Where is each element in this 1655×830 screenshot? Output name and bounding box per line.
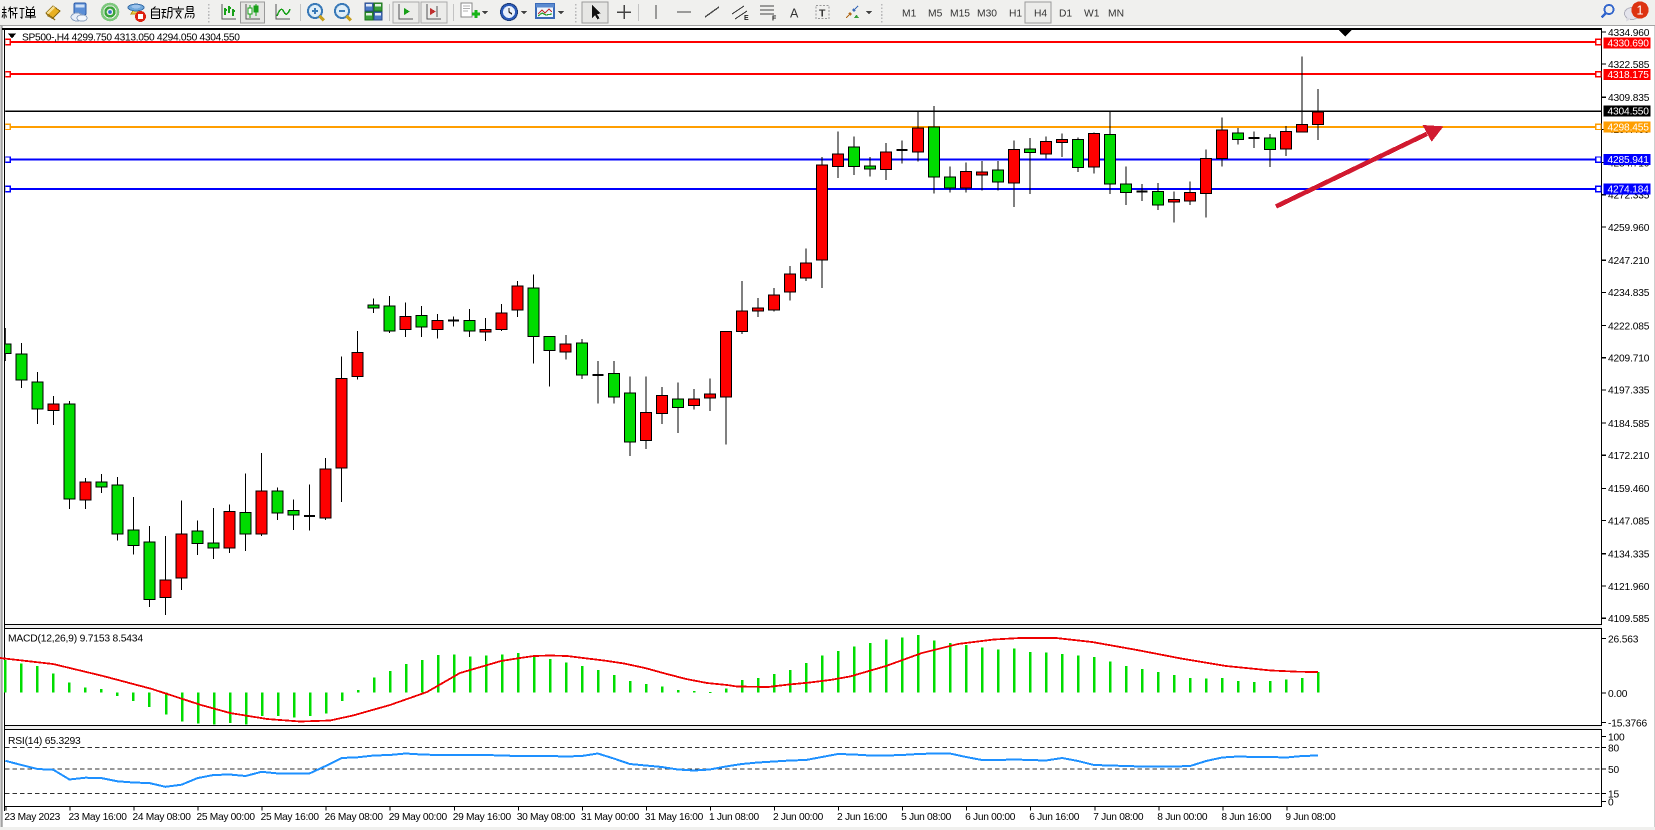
svg-text:-15.3766: -15.3766 <box>1608 718 1648 729</box>
svg-text:0: 0 <box>1608 797 1614 808</box>
svg-text:0.00: 0.00 <box>1608 689 1628 700</box>
svg-text:26.563: 26.563 <box>1608 634 1639 645</box>
svg-text:4197.335: 4197.335 <box>1608 386 1650 397</box>
svg-text:4272.335: 4272.335 <box>1608 191 1650 202</box>
svg-text:M30: M30 <box>977 9 997 20</box>
svg-text:2 Jun 16:00: 2 Jun 16:00 <box>837 812 888 823</box>
svg-text:4222.085: 4222.085 <box>1608 321 1650 332</box>
svg-text:25 May 16:00: 25 May 16:00 <box>261 812 320 823</box>
svg-text:100: 100 <box>1608 732 1625 743</box>
svg-text:4247.210: 4247.210 <box>1608 256 1650 267</box>
svg-text:24 May 08:00: 24 May 08:00 <box>133 812 192 823</box>
svg-text:4259.960: 4259.960 <box>1608 223 1650 234</box>
svg-text:31 May 16:00: 31 May 16:00 <box>645 812 704 823</box>
svg-text:F: F <box>772 16 777 23</box>
svg-text:4134.335: 4134.335 <box>1608 550 1650 561</box>
svg-text:M5: M5 <box>928 9 943 20</box>
svg-text:4234.835: 4234.835 <box>1608 288 1650 299</box>
svg-text:4184.585: 4184.585 <box>1608 419 1650 430</box>
svg-text:26 May 08:00: 26 May 08:00 <box>325 812 384 823</box>
svg-text:1: 1 <box>1637 3 1644 17</box>
svg-text:5 Jun 08:00: 5 Jun 08:00 <box>901 812 952 823</box>
svg-text:4121.960: 4121.960 <box>1608 582 1650 593</box>
svg-text:4172.210: 4172.210 <box>1608 451 1650 462</box>
svg-text:30 May 08:00: 30 May 08:00 <box>517 812 576 823</box>
svg-text:8 Jun 00:00: 8 Jun 00:00 <box>1157 812 1208 823</box>
svg-text:4285.941: 4285.941 <box>1608 155 1650 166</box>
svg-text:2 Jun 00:00: 2 Jun 00:00 <box>773 812 824 823</box>
svg-text:25 May 00:00: 25 May 00:00 <box>197 812 256 823</box>
svg-text:T: T <box>819 8 826 20</box>
svg-text:M1: M1 <box>902 9 917 20</box>
svg-text:4318.175: 4318.175 <box>1608 70 1650 81</box>
svg-text:4209.710: 4209.710 <box>1608 354 1650 365</box>
svg-text:6 Jun 00:00: 6 Jun 00:00 <box>965 812 1016 823</box>
svg-text:H1: H1 <box>1009 9 1022 20</box>
svg-text:W1: W1 <box>1084 9 1100 20</box>
svg-text:8 Jun 16:00: 8 Jun 16:00 <box>1221 812 1272 823</box>
svg-text:80: 80 <box>1608 743 1620 754</box>
svg-text:4309.835: 4309.835 <box>1608 93 1650 104</box>
svg-text:MN: MN <box>1108 9 1124 20</box>
svg-text:M15: M15 <box>950 9 970 20</box>
svg-text:1 Jun 08:00: 1 Jun 08:00 <box>709 812 760 823</box>
svg-text:RSI(14) 65.3293: RSI(14) 65.3293 <box>8 736 81 747</box>
svg-text:4298.455: 4298.455 <box>1608 123 1650 134</box>
svg-text:D1: D1 <box>1059 9 1072 20</box>
svg-text:4322.585: 4322.585 <box>1608 60 1650 71</box>
svg-text:23 May 16:00: 23 May 16:00 <box>68 812 127 823</box>
svg-text:4304.550: 4304.550 <box>1608 107 1650 118</box>
svg-text:15: 15 <box>1608 789 1620 800</box>
svg-text:4334.960: 4334.960 <box>1608 28 1650 39</box>
svg-text:29 May 00:00: 29 May 00:00 <box>389 812 448 823</box>
svg-text:SP500-,H4 4299.750 4313.050 4: SP500-,H4 4299.750 4313.050 4294.050 430… <box>22 33 240 44</box>
svg-text:31 May 00:00: 31 May 00:00 <box>581 812 640 823</box>
svg-text:H4: H4 <box>1034 9 1047 20</box>
svg-text:A: A <box>790 7 799 21</box>
svg-text:4147.085: 4147.085 <box>1608 516 1650 527</box>
svg-text:4159.460: 4159.460 <box>1608 484 1650 495</box>
svg-text:E: E <box>744 15 749 22</box>
svg-text:7 Jun 08:00: 7 Jun 08:00 <box>1093 812 1144 823</box>
svg-text:50: 50 <box>1608 765 1620 776</box>
svg-text:9 Jun 08:00: 9 Jun 08:00 <box>1285 812 1336 823</box>
svg-text:4330.690: 4330.690 <box>1608 39 1650 50</box>
svg-text:29 May 16:00: 29 May 16:00 <box>453 812 512 823</box>
svg-text:6 Jun 16:00: 6 Jun 16:00 <box>1029 812 1080 823</box>
svg-text:MACD(12,26,9) 9.7153 8.5434: MACD(12,26,9) 9.7153 8.5434 <box>8 634 143 645</box>
svg-text:4109.585: 4109.585 <box>1608 614 1650 625</box>
svg-text:4274.184: 4274.184 <box>1608 185 1650 196</box>
svg-text:23 May 2023: 23 May 2023 <box>4 812 60 823</box>
